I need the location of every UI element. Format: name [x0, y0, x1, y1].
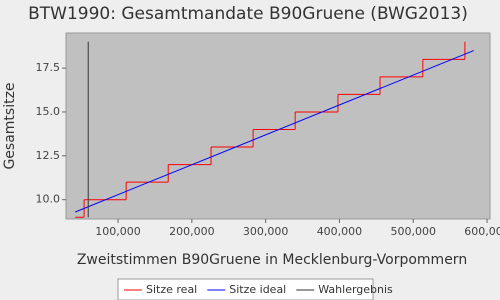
y-tick-label: 12.5	[36, 149, 61, 162]
legend-label: Sitze real	[146, 283, 197, 296]
y-tick-label: 17.5	[36, 61, 61, 74]
x-tick-label: 100,000	[95, 225, 141, 238]
x-tick-label: 200,000	[169, 225, 215, 238]
chart-title: BTW1990: Gesamtmandate B90Gruene (BWG201…	[28, 4, 468, 24]
x-tick-label: 400,000	[317, 225, 363, 238]
plot-area	[65, 32, 491, 220]
y-tick-label: 15.0	[36, 105, 61, 118]
legend-label: Sitze ideal	[229, 283, 286, 296]
legend	[117, 278, 374, 300]
y-axis-label: Gesamtsitze	[2, 82, 18, 169]
series-line	[75, 50, 474, 213]
x-tick-label: 600,000	[464, 225, 500, 238]
x-tick-label: 300,000	[243, 225, 289, 238]
x-tick-label: 500,000	[390, 225, 436, 238]
legend-label: Wahlergebnis	[318, 283, 393, 296]
x-axis-label: Zweitstimmen B90Gruene in Mecklenburg-Vo…	[77, 252, 467, 268]
y-tick-label: 10.0	[36, 193, 61, 206]
